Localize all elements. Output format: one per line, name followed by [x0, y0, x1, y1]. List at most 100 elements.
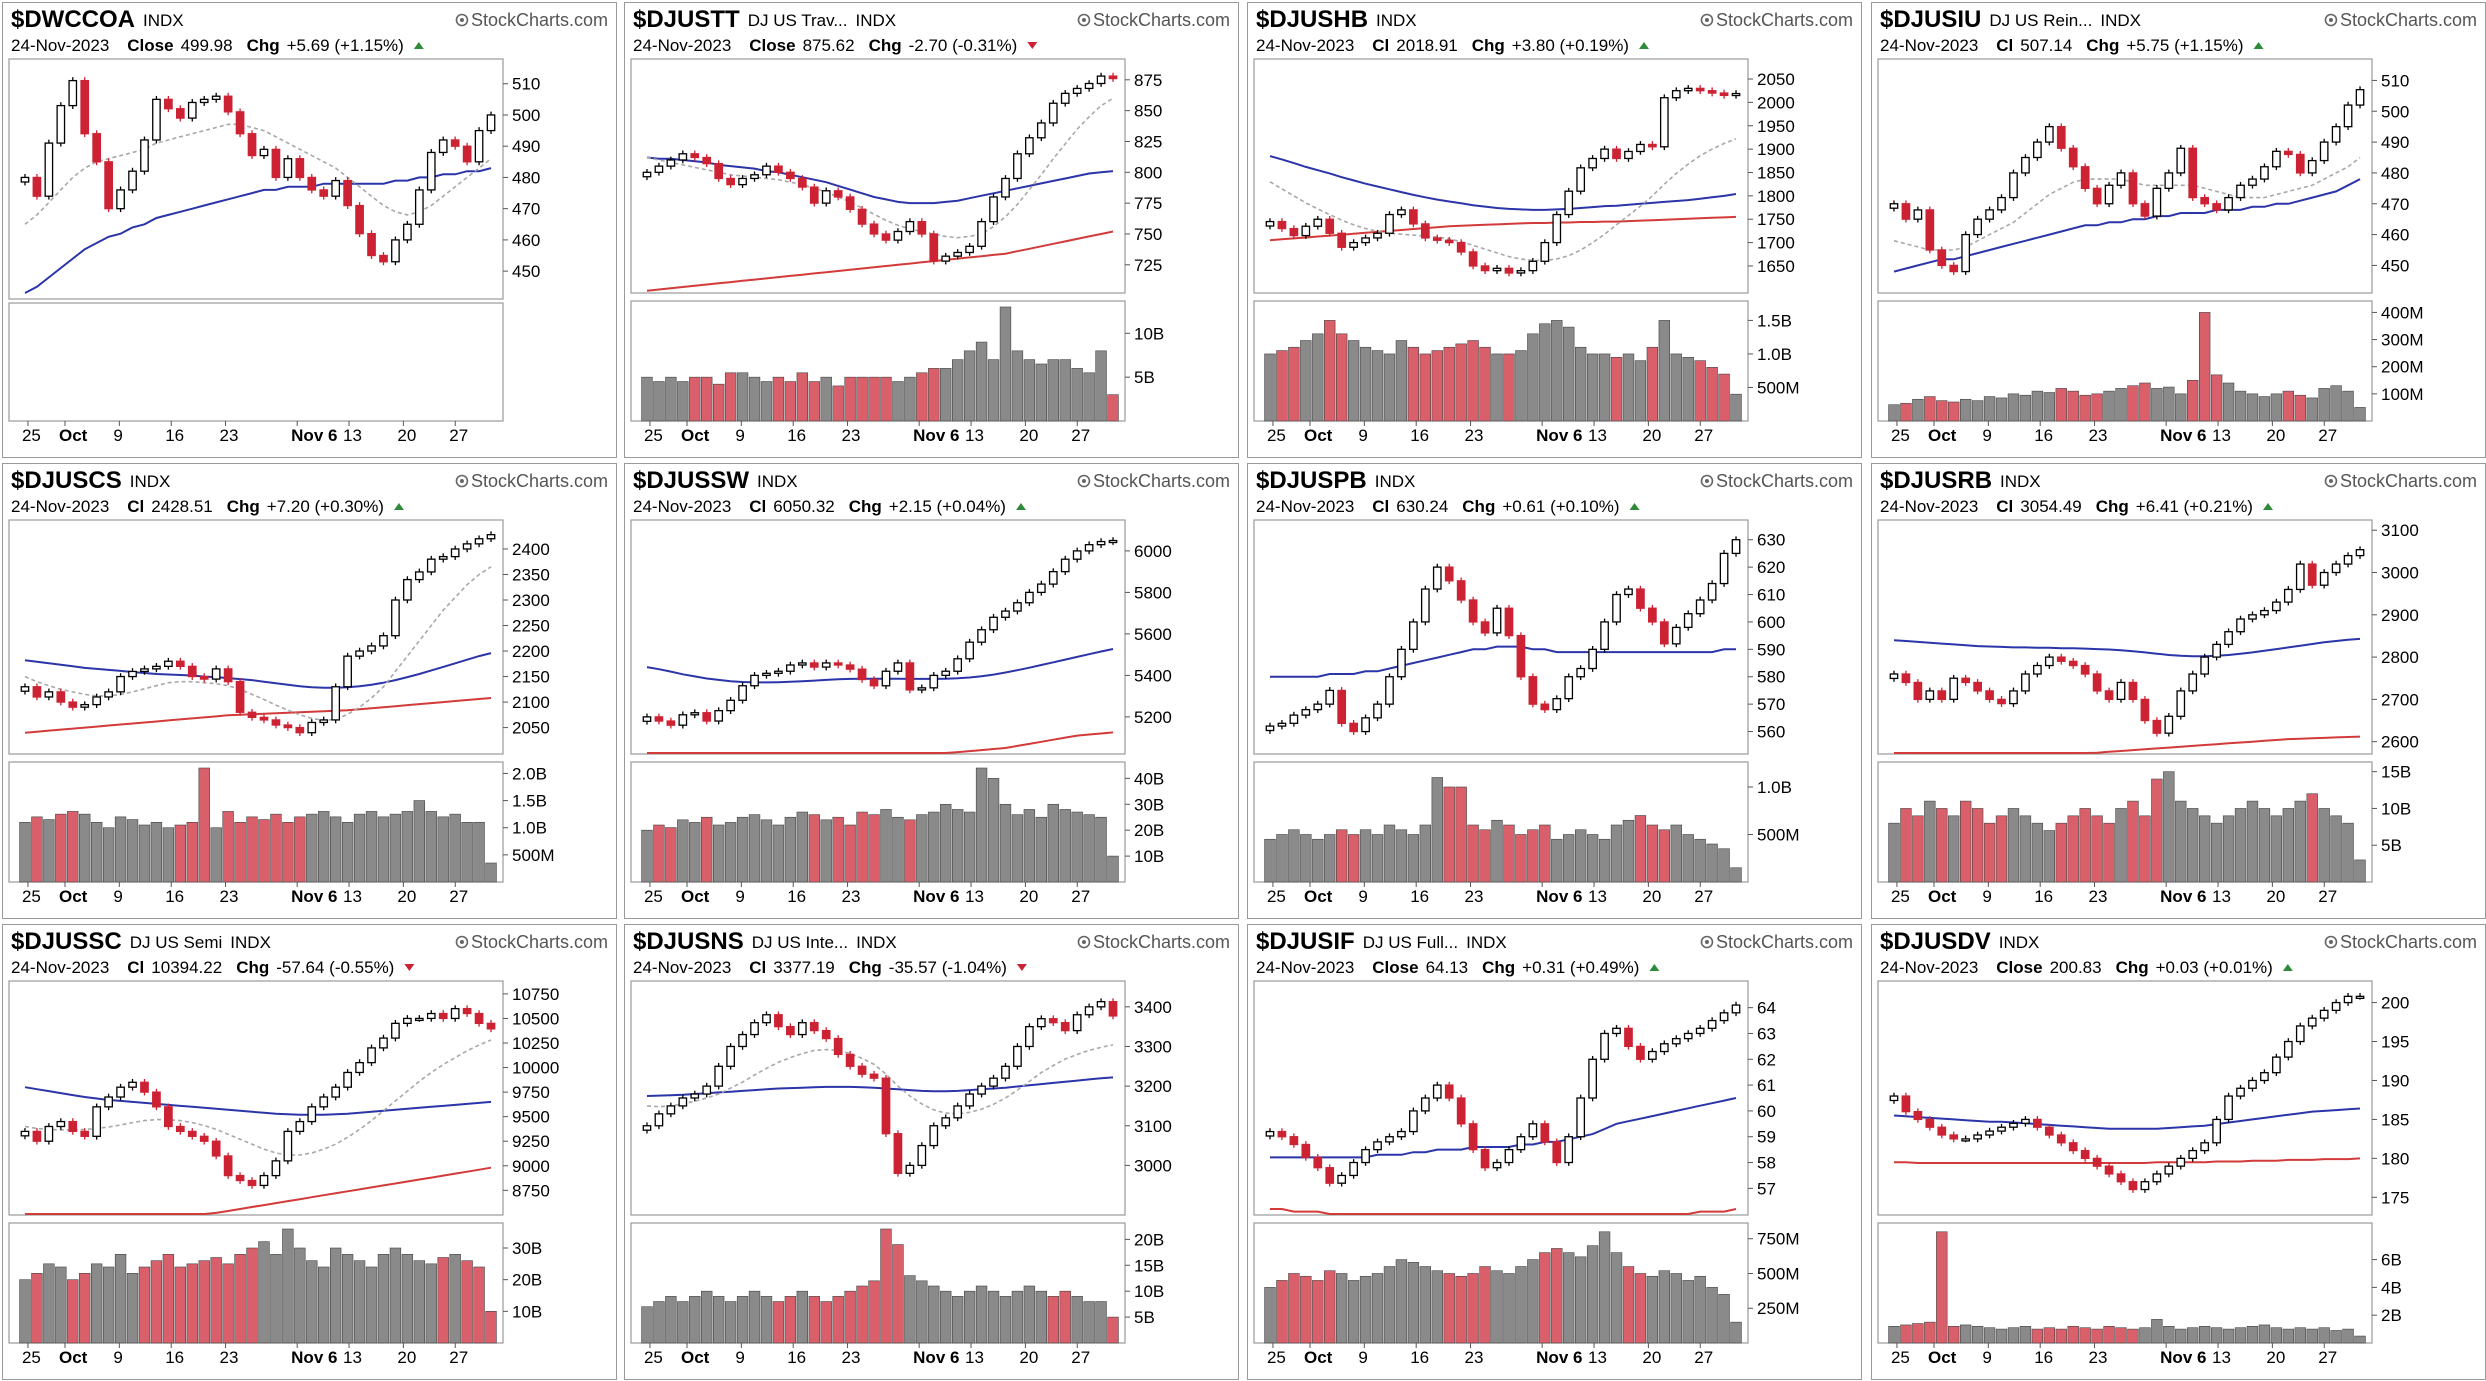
- candle-body-up: [1889, 1095, 1899, 1102]
- sma-mid-line: [646, 156, 1114, 205]
- candle-body-up: [750, 674, 759, 687]
- volume-bar: [987, 359, 1000, 422]
- candle: [462, 1005, 472, 1017]
- candle-body-up: [1036, 1018, 1046, 1028]
- volume-tick-label: 500M: [512, 846, 555, 865]
- candle: [1301, 706, 1311, 719]
- chart-date: 24-Nov-2023: [633, 36, 731, 55]
- candle-body-down: [175, 108, 185, 119]
- brand-logo-icon: [455, 935, 469, 949]
- volume-bar: [2067, 1326, 2079, 1344]
- candle-body-down: [1961, 677, 1971, 684]
- candle: [152, 1088, 161, 1111]
- price-tick-label: 3000: [2381, 564, 2419, 583]
- candle-body-up: [917, 687, 927, 691]
- candle: [2044, 653, 2054, 669]
- candle-body-up: [2044, 126, 2054, 143]
- volume-bar: [401, 811, 414, 883]
- candle: [965, 1090, 974, 1110]
- candle-body-up: [1564, 190, 1574, 216]
- volume-bar: [461, 1260, 473, 1344]
- candle-body-down: [774, 165, 783, 173]
- chart-panel-djussc[interactable]: $DJUSSC DJ US Semi INDX StockCharts.com 24-N…: [2, 924, 617, 1380]
- price-tick-label: 6000: [1134, 542, 1172, 561]
- candle: [797, 1019, 807, 1038]
- candle: [2272, 598, 2281, 614]
- chart-panel-djustt[interactable]: $DJUSTT DJ US Trav... INDX StockCharts.com 2…: [624, 2, 1239, 458]
- candle: [486, 1020, 496, 1033]
- candle-body-down: [2212, 203, 2221, 211]
- chg-value: +5.75 (+1.15%): [2126, 36, 2243, 55]
- candle-body-down: [1937, 249, 1947, 267]
- candle-body-up: [1301, 225, 1311, 237]
- x-axis-label: 9: [1358, 1348, 1367, 1367]
- candle: [1456, 577, 1466, 604]
- chart-name: DJ US Rein...: [1989, 11, 2092, 30]
- candle-body-up: [2283, 588, 2293, 603]
- x-axis-label: 13: [1588, 887, 1607, 906]
- volume-bar: [1658, 1270, 1671, 1344]
- volume-bar: [1479, 1266, 1491, 1344]
- candle-body-down: [1925, 1118, 1935, 1128]
- chart-panel-djusiu[interactable]: $DJUSIU DJ US Rein... INDX StockCharts.com 2…: [1871, 2, 2486, 458]
- candle: [474, 535, 484, 548]
- candle-body-down: [1528, 676, 1538, 705]
- chart-panel-djushb[interactable]: $DJUSHB INDX StockCharts.com 24-Nov-2023 Cl 2…: [1247, 2, 1862, 458]
- chart-name: DJ US Full...: [1363, 933, 1458, 952]
- volume-bar: [341, 1254, 354, 1344]
- chart-panel-djussw[interactable]: $DJUSSW INDX StockCharts.com 24-Nov-2023 Cl 6…: [624, 463, 1239, 919]
- x-axis-label: 27: [1694, 426, 1713, 445]
- volume-bar: [1610, 824, 1623, 883]
- chart-panel-djusns[interactable]: $DJUSNS DJ US Inte... INDX StockCharts.com 2…: [624, 924, 1239, 1380]
- chart-panel-djuscs[interactable]: $DJUSCS INDX StockCharts.com 24-Nov-2023 Cl 2…: [2, 463, 617, 919]
- candle: [1060, 90, 1070, 107]
- x-axis-label: 16: [1410, 887, 1429, 906]
- volume-bar: [389, 813, 402, 883]
- candle-body-up: [654, 1113, 664, 1127]
- volume-bar: [1023, 809, 1036, 883]
- candle: [2140, 696, 2150, 724]
- volume-bar: [2354, 859, 2366, 883]
- chart-panel-dwccoa[interactable]: $DWCCOA INDX StockCharts.com 24-Nov-2023 Clo…: [2, 2, 617, 458]
- brand-logo-text: StockCharts.com: [471, 471, 608, 491]
- candle-body-up: [486, 534, 496, 540]
- candle: [2044, 123, 2054, 146]
- volume-bar: [473, 1266, 485, 1344]
- price-tick-label: 9750: [512, 1083, 550, 1102]
- candle-body-up: [977, 220, 986, 247]
- volume-bar: [1694, 360, 1706, 422]
- candle-body-up: [1695, 1027, 1705, 1035]
- chart-panel-djusif[interactable]: $DJUSIF DJ US Full... INDX StockCharts.com 2…: [1247, 924, 1862, 1380]
- volume-bar: [2187, 808, 2199, 883]
- volume-bar: [844, 376, 856, 422]
- candle: [1444, 1081, 1454, 1102]
- x-axis-label: 16: [787, 426, 806, 445]
- volume-bar: [126, 1273, 139, 1344]
- chart-panel-djusdv[interactable]: $DJUSDV INDX StockCharts.com 24-Nov-2023 Clo…: [1871, 924, 2486, 1380]
- volume-bar: [234, 821, 246, 883]
- brand-logo-text: StockCharts.com: [471, 932, 608, 952]
- candle-body-down: [1480, 621, 1490, 634]
- candle: [1528, 257, 1538, 274]
- candle: [1013, 1043, 1022, 1070]
- candle-body-up: [2176, 1157, 2186, 1167]
- chg-value: +0.31 (+0.49%): [1522, 958, 1639, 977]
- price-tick-label: 2900: [2381, 606, 2419, 625]
- close-value: 2018.91: [1396, 36, 1457, 55]
- candle: [809, 183, 819, 207]
- volume-bar: [963, 1290, 976, 1344]
- candle-body-down: [1612, 148, 1621, 160]
- x-axis-label: 23: [1465, 1348, 1484, 1367]
- candle: [2236, 1084, 2245, 1100]
- chart-panel-djuspb[interactable]: $DJUSPB INDX StockCharts.com 24-Nov-2023 Cl 6…: [1247, 463, 1862, 919]
- candle-body-up: [92, 1106, 102, 1137]
- x-axis-label: Oct: [1928, 1348, 1957, 1367]
- volume-bar: [2055, 388, 2067, 422]
- chart-panel-djusrb[interactable]: $DJUSRB INDX StockCharts.com 24-Nov-2023 Cl 3…: [1871, 463, 2486, 919]
- sma-mid-line: [1893, 637, 2361, 658]
- candle: [2224, 628, 2233, 648]
- chart-date: 24-Nov-2023: [1880, 36, 1978, 55]
- candle: [211, 1137, 221, 1160]
- x-axis-label: Oct: [59, 887, 88, 906]
- close-value: 630.24: [1396, 497, 1448, 516]
